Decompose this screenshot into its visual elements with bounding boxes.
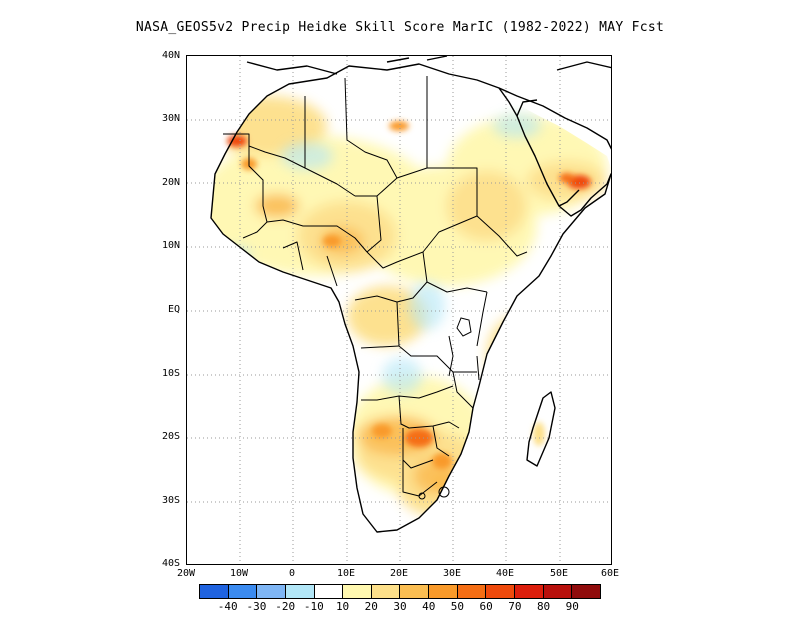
colorbar-label: 10	[335, 600, 350, 613]
colorbar-label: 70	[508, 600, 522, 613]
lat-label: EQ	[167, 304, 180, 315]
lon-label: 20E	[389, 568, 409, 579]
lat-label: 10N	[161, 240, 180, 251]
lakes	[448, 317, 480, 381]
lat-label: 40N	[161, 50, 180, 61]
skill-hotspots	[227, 135, 591, 446]
colorbar-swatch	[257, 585, 286, 598]
colorbar-label: 50	[450, 600, 465, 613]
colorbar-swatch	[371, 585, 401, 598]
lat-label: 10S	[161, 368, 180, 379]
skill-map	[187, 56, 611, 564]
colorbar-label: 60	[479, 600, 493, 613]
colorbar-swatch	[457, 585, 487, 598]
colorbar-swatch	[200, 585, 229, 598]
lon-label: 50E	[549, 568, 569, 579]
lat-label: 20N	[161, 177, 180, 188]
colorbar-swatch	[400, 585, 430, 598]
colorbar-label: 20	[364, 600, 378, 613]
lat-label: 30S	[161, 495, 180, 506]
lon-label: 30E	[442, 568, 462, 579]
lon-label: 40E	[495, 568, 515, 579]
colorbar-swatch	[343, 585, 372, 598]
lat-label: 30N	[161, 113, 180, 124]
colorbar-swatch	[314, 585, 344, 598]
lon-label: 10W	[229, 568, 249, 579]
colorbar-label: 30	[393, 600, 407, 613]
lat-label: 40S	[161, 558, 180, 569]
colorbar	[199, 584, 601, 599]
colorbar-label: -40	[217, 600, 238, 613]
colorbar-swatch	[285, 585, 315, 598]
colorbar-swatch	[515, 585, 544, 598]
graticule	[187, 56, 611, 564]
colorbar-swatch	[228, 585, 258, 598]
colorbar-label: 40	[422, 600, 436, 613]
map-panel	[186, 55, 612, 565]
lon-label: 0	[288, 568, 296, 579]
map-title: NASA_GEOS5v2 Precip Heidke Skill Score M…	[135, 20, 665, 35]
colorbar-label: -30	[246, 600, 267, 613]
country-borders	[223, 76, 528, 500]
coastlines	[210, 56, 611, 533]
colorbar-swatch	[486, 585, 516, 598]
colorbar-label: 90	[565, 600, 579, 613]
colorbar-swatch	[429, 585, 458, 598]
lat-label: 20S	[161, 431, 180, 442]
colorbar-label: 80	[536, 600, 551, 613]
lon-label: 60E	[600, 568, 620, 579]
lon-label: 20W	[176, 568, 196, 579]
skill-shading	[211, 96, 607, 516]
lon-label: 10E	[336, 568, 356, 579]
colorbar-swatch	[572, 585, 600, 598]
colorbar-label: -10	[303, 600, 324, 613]
colorbar-swatch	[543, 585, 573, 598]
colorbar-label: -20	[275, 600, 296, 613]
